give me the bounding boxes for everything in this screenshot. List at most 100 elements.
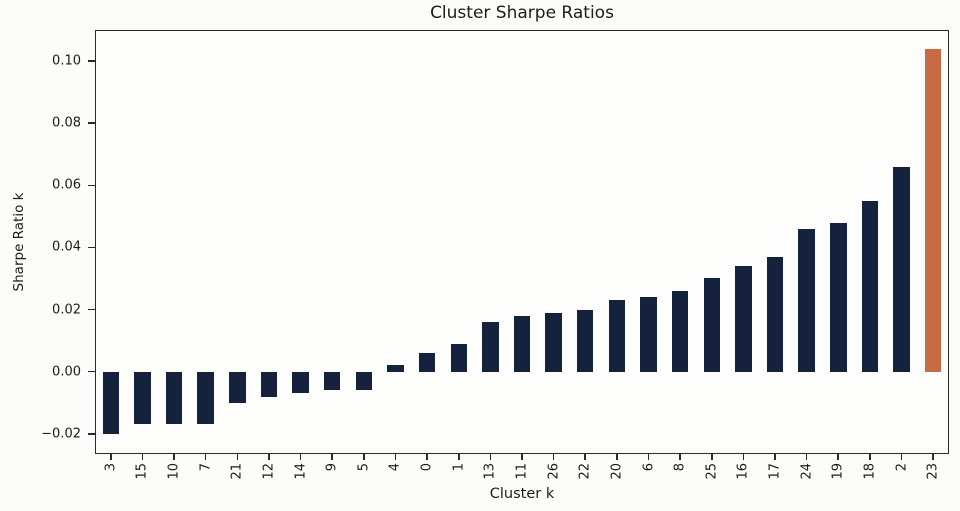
x-tick-mark — [236, 454, 239, 460]
y-axis: 0.10 0.08 0.06 0.04 0.02 0.00 −0.02 — [0, 30, 95, 454]
y-tick-mark — [88, 433, 95, 435]
y-tick-mark — [88, 122, 95, 124]
x-tick-mark — [489, 454, 492, 460]
x-tick-label-18: 18 — [862, 463, 878, 480]
x-tick-label-9: 9 — [324, 463, 340, 472]
x-tick-mark — [869, 454, 871, 460]
x-axis-label: Cluster k — [489, 486, 555, 502]
bar-cluster-18 — [861, 200, 879, 372]
x-tick-label-22: 22 — [577, 463, 593, 480]
bar-cluster-20 — [608, 300, 626, 372]
y-tick-mark — [88, 370, 95, 373]
x-tick-label-5: 5 — [356, 463, 372, 472]
x-tick-label-0: 0 — [419, 463, 435, 472]
x-tick-mark — [932, 454, 934, 460]
x-tick-mark — [363, 454, 365, 460]
bar-cluster-16 — [735, 266, 752, 372]
x-tick-mark — [110, 454, 112, 460]
x-tick-mark — [900, 454, 903, 460]
bar-cluster-25 — [703, 278, 720, 372]
x-tick-mark — [457, 454, 460, 460]
x-tick-mark — [204, 454, 207, 460]
y-tick-label-0.04: 0.04 — [52, 239, 81, 255]
bar-cluster-9 — [323, 371, 341, 391]
bar-cluster-3 — [102, 371, 120, 434]
x-tick-mark — [742, 454, 745, 460]
y-tick-mark — [88, 184, 95, 187]
x-tick-label-19: 19 — [830, 463, 846, 480]
x-tick-mark — [679, 454, 681, 460]
bar-cluster-19 — [830, 222, 847, 372]
bar-cluster-23 — [924, 48, 942, 372]
bar-cluster-14 — [292, 371, 309, 394]
x-tick-label-24: 24 — [799, 463, 815, 480]
bar-cluster-22 — [577, 309, 594, 372]
x-tick-label-1: 1 — [451, 463, 467, 472]
x-tick-label-16: 16 — [735, 463, 751, 480]
x-tick-label-25: 25 — [704, 463, 720, 480]
x-tick-label-11: 11 — [514, 463, 530, 480]
x-tick-mark — [426, 454, 428, 460]
bar-cluster-5 — [355, 371, 373, 391]
x-tick-mark — [837, 454, 840, 460]
x-tick-mark — [331, 454, 334, 460]
y-tick-label-0.08: 0.08 — [52, 115, 81, 131]
y-tick-mark — [88, 246, 95, 249]
plot-area — [95, 30, 949, 454]
x-tick-mark — [394, 454, 397, 460]
x-tick-mark — [141, 454, 144, 460]
bar-cluster-10 — [165, 371, 183, 425]
x-tick-label-3: 3 — [103, 463, 119, 472]
bar-cluster-24 — [798, 228, 815, 372]
x-axis: 3 15 10 7 21 12 14 9 5 4 0 1 13 11 26 22 20 6 8 25 16 17 24 19 1… — [95, 454, 949, 511]
x-tick-label-20: 20 — [609, 463, 625, 480]
x-tick-label-7: 7 — [198, 463, 214, 472]
x-tick-label-21: 21 — [229, 463, 245, 480]
y-tick-mark — [88, 60, 95, 62]
x-tick-label-14: 14 — [293, 463, 309, 480]
x-tick-label-12: 12 — [261, 463, 277, 480]
x-tick-mark — [710, 454, 713, 460]
x-tick-mark — [521, 454, 523, 460]
x-tick-mark — [805, 454, 808, 460]
bar-cluster-4 — [387, 365, 404, 372]
x-tick-label-4: 4 — [387, 463, 403, 472]
y-tick-mark — [88, 308, 95, 311]
y-tick-label-0.02: 0.02 — [52, 302, 81, 318]
x-tick-label-15: 15 — [134, 463, 150, 480]
x-tick-mark — [647, 454, 650, 460]
bar-cluster-15 — [134, 371, 151, 425]
bar-cluster-7 — [197, 371, 214, 425]
y-tick-label-0.06: 0.06 — [52, 177, 81, 193]
x-tick-mark — [584, 454, 587, 460]
x-tick-mark — [552, 454, 555, 460]
bar-cluster-2 — [893, 166, 910, 372]
bar-cluster-21 — [229, 371, 246, 403]
bar-cluster-0 — [418, 353, 436, 372]
x-tick-label-23: 23 — [925, 463, 941, 480]
bar-cluster-11 — [513, 315, 531, 372]
x-tick-label-26: 26 — [546, 463, 562, 480]
y-tick-label-−0.02: −0.02 — [41, 426, 81, 442]
bar-cluster-17 — [766, 256, 784, 372]
y-tick-label-0.10: 0.10 — [52, 53, 81, 69]
x-tick-label-17: 17 — [767, 463, 783, 480]
x-tick-label-8: 8 — [672, 463, 688, 472]
x-tick-mark — [616, 454, 618, 460]
y-tick-label-0.00: 0.00 — [52, 364, 81, 380]
bar-cluster-6 — [640, 297, 657, 372]
x-tick-label-13: 13 — [482, 463, 498, 480]
x-tick-mark — [268, 454, 270, 460]
bar-cluster-8 — [671, 290, 689, 372]
bar-cluster-26 — [545, 312, 562, 372]
chart-title: Cluster Sharpe Ratios — [430, 3, 614, 23]
x-tick-label-10: 10 — [166, 463, 182, 480]
bar-cluster-12 — [260, 371, 278, 397]
x-tick-label-6: 6 — [641, 463, 657, 472]
x-tick-mark — [173, 454, 175, 460]
x-tick-label-2: 2 — [894, 463, 910, 472]
x-tick-mark — [774, 454, 776, 460]
bar-cluster-13 — [482, 321, 499, 372]
bar-cluster-1 — [450, 343, 467, 372]
